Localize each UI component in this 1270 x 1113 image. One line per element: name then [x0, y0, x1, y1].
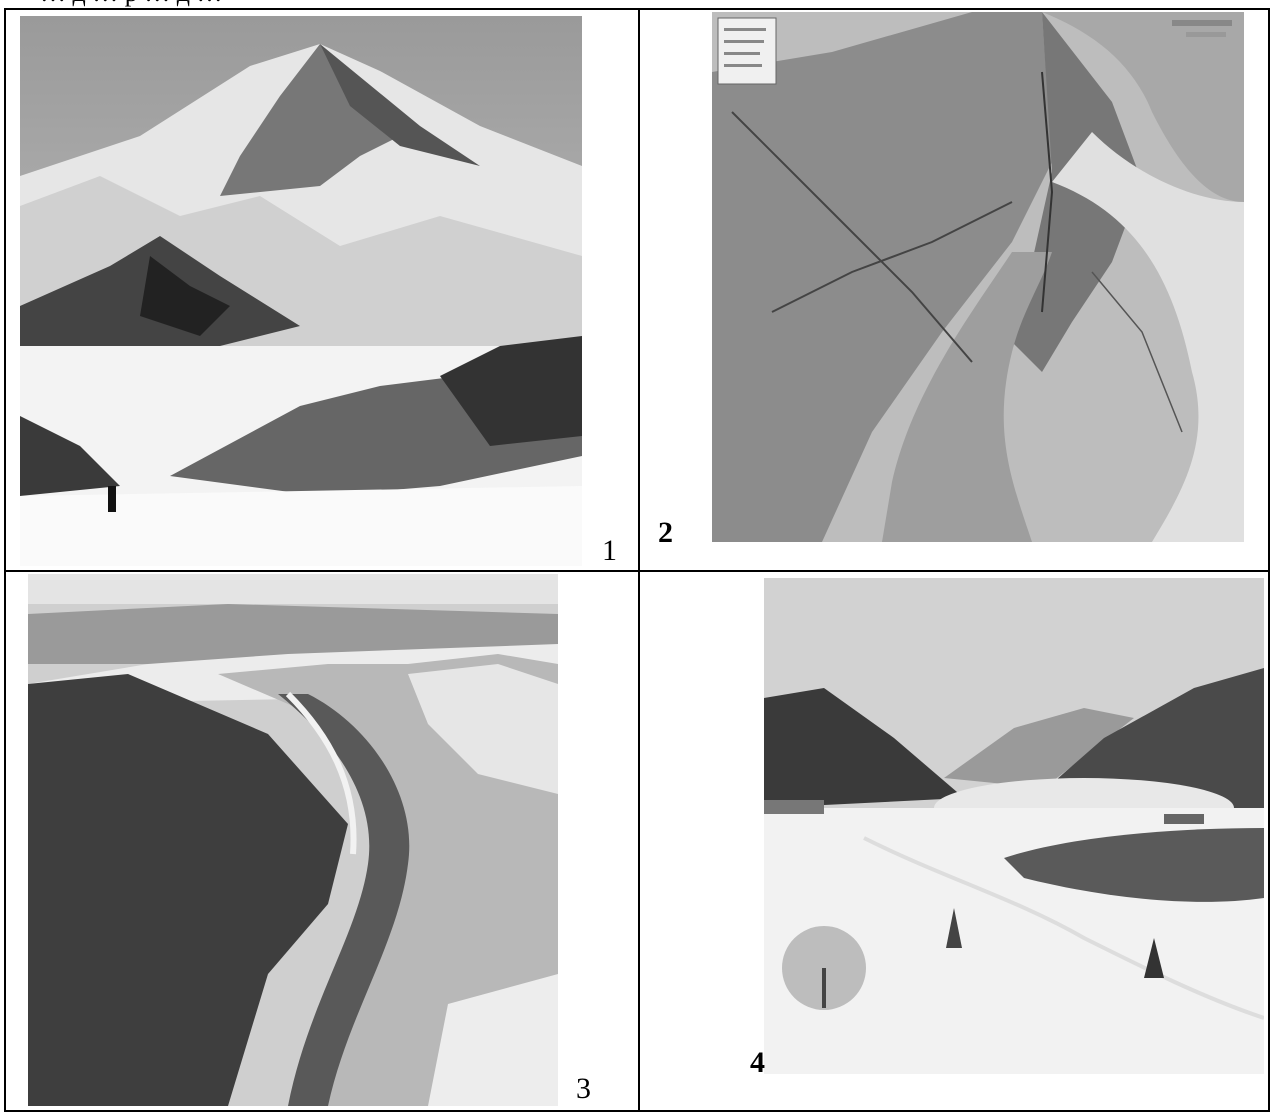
grid-cell-1: 1: [4, 8, 640, 572]
relief-map-image: [712, 12, 1244, 542]
grid-cell-2: 2: [638, 8, 1270, 572]
map-legend-box: [717, 17, 777, 85]
snowy-valley-village-photo: [764, 578, 1264, 1074]
grid-cell-3: 3: [4, 570, 640, 1112]
mountain-volcano-photo: [20, 16, 582, 566]
image-grid-table: 1: [4, 8, 1270, 1112]
cell-number-3: 3: [576, 1072, 591, 1105]
cell-number-4: 4: [750, 1046, 765, 1079]
river-valley-aerial-photo: [28, 574, 558, 1106]
cell-number-2: 2: [658, 516, 673, 549]
page-top-text: … д … р … д …: [40, 0, 222, 8]
cell-number-1: 1: [602, 534, 617, 567]
grid-cell-4: 4: [638, 570, 1270, 1112]
